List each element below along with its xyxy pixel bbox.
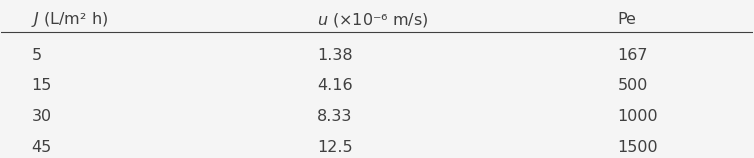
- Text: 5: 5: [32, 48, 41, 63]
- Text: 1500: 1500: [618, 140, 658, 155]
- Text: 8.33: 8.33: [317, 109, 352, 124]
- Text: 45: 45: [32, 140, 52, 155]
- Text: $\it{J}$ (L/m² h): $\it{J}$ (L/m² h): [32, 10, 109, 29]
- Text: 30: 30: [32, 109, 51, 124]
- Text: 4.16: 4.16: [317, 79, 353, 94]
- Text: 1000: 1000: [618, 109, 658, 124]
- Text: Pe: Pe: [618, 12, 636, 27]
- Text: $\it{u}$ (×10⁻⁶ m/s): $\it{u}$ (×10⁻⁶ m/s): [317, 11, 428, 29]
- Text: 15: 15: [32, 79, 52, 94]
- Text: 12.5: 12.5: [317, 140, 353, 155]
- Text: 167: 167: [618, 48, 648, 63]
- Text: 1.38: 1.38: [317, 48, 353, 63]
- Text: 500: 500: [618, 79, 648, 94]
